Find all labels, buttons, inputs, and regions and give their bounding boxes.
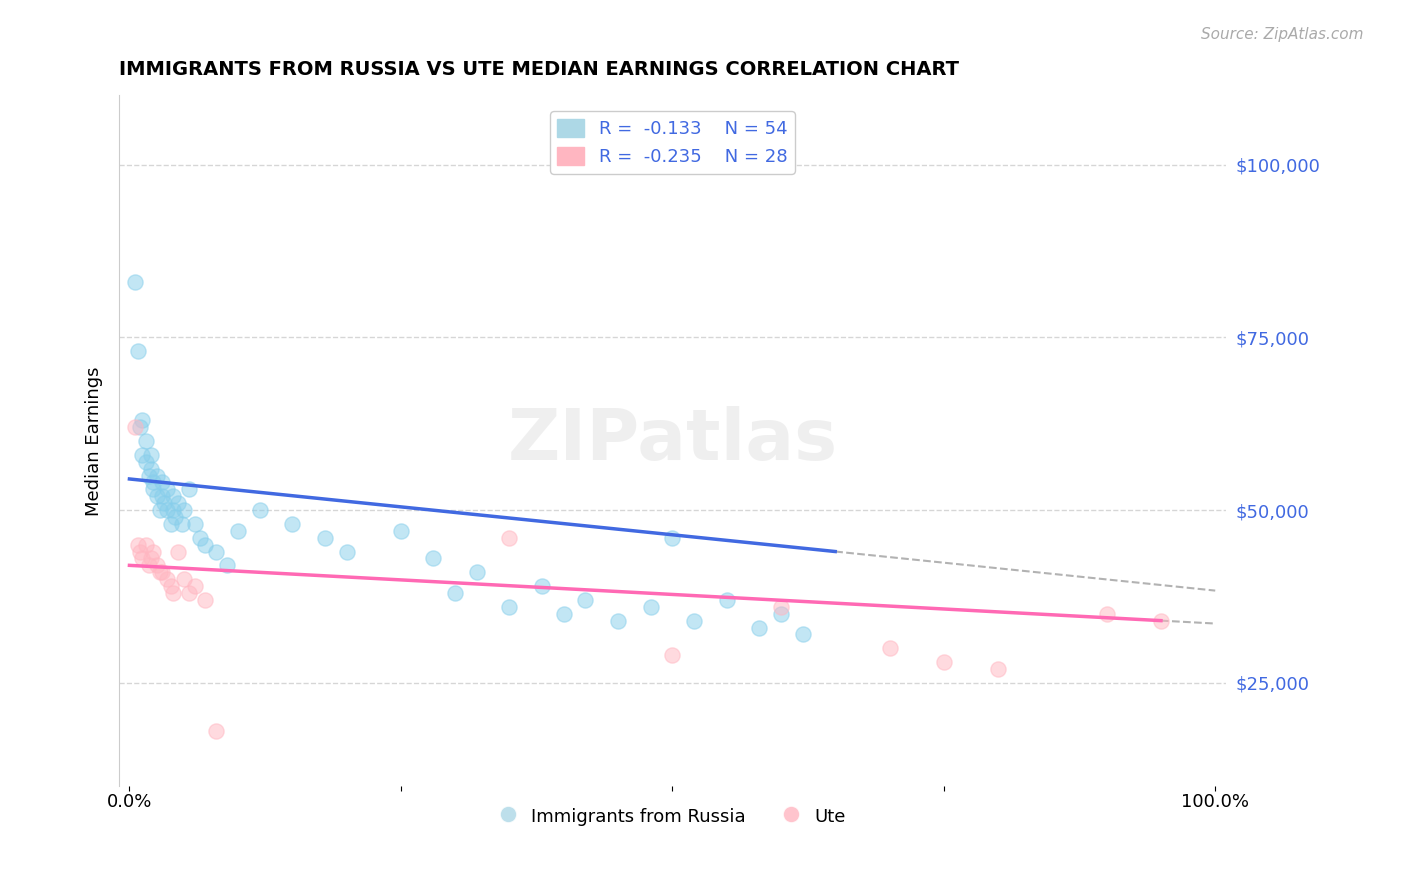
Point	[135, 455, 157, 469]
Point	[879, 641, 901, 656]
Point	[156, 503, 179, 517]
Point	[150, 566, 173, 580]
Point	[661, 648, 683, 663]
Legend: Immigrants from Russia, Ute: Immigrants from Russia, Ute	[492, 800, 853, 833]
Point	[170, 516, 193, 531]
Point	[124, 420, 146, 434]
Point	[153, 496, 176, 510]
Point	[183, 579, 205, 593]
Point	[150, 475, 173, 490]
Point	[249, 503, 271, 517]
Point	[127, 344, 149, 359]
Point	[163, 510, 186, 524]
Point	[131, 551, 153, 566]
Point	[792, 627, 814, 641]
Point	[159, 516, 181, 531]
Point	[131, 413, 153, 427]
Text: Source: ZipAtlas.com: Source: ZipAtlas.com	[1201, 27, 1364, 42]
Text: 0.0%: 0.0%	[107, 793, 152, 812]
Point	[553, 607, 575, 621]
Point	[574, 593, 596, 607]
Point	[141, 461, 163, 475]
Text: IMMIGRANTS FROM RUSSIA VS UTE MEDIAN EARNINGS CORRELATION CHART: IMMIGRANTS FROM RUSSIA VS UTE MEDIAN EAR…	[118, 60, 959, 78]
Point	[145, 558, 167, 573]
Point	[661, 531, 683, 545]
Point	[138, 468, 160, 483]
Point	[314, 531, 336, 545]
Point	[932, 655, 955, 669]
Point	[167, 544, 190, 558]
Point	[124, 275, 146, 289]
Point	[138, 558, 160, 573]
Point	[173, 572, 195, 586]
Point	[149, 566, 172, 580]
Point	[716, 593, 738, 607]
Point	[167, 496, 190, 510]
Point	[156, 572, 179, 586]
Point	[149, 503, 172, 517]
Point	[217, 558, 239, 573]
Point	[162, 489, 184, 503]
Point	[226, 524, 249, 538]
Point	[422, 551, 444, 566]
Point	[141, 448, 163, 462]
Point	[150, 489, 173, 503]
Point	[205, 544, 228, 558]
Point	[179, 586, 201, 600]
Point	[129, 420, 152, 434]
Y-axis label: Median Earnings: Median Earnings	[86, 367, 103, 516]
Text: ZIPatlas: ZIPatlas	[508, 407, 838, 475]
Point	[159, 579, 181, 593]
Point	[194, 538, 217, 552]
Point	[683, 614, 706, 628]
Point	[498, 531, 520, 545]
Point	[145, 468, 167, 483]
Point	[141, 551, 163, 566]
Point	[748, 621, 770, 635]
Point	[769, 607, 792, 621]
Text: 100.0%: 100.0%	[1181, 793, 1250, 812]
Point	[444, 586, 467, 600]
Point	[162, 586, 184, 600]
Point	[156, 483, 179, 497]
Point	[135, 434, 157, 448]
Point	[135, 538, 157, 552]
Point	[162, 503, 184, 517]
Point	[173, 503, 195, 517]
Point	[142, 483, 165, 497]
Point	[142, 475, 165, 490]
Point	[1095, 607, 1118, 621]
Point	[205, 724, 228, 739]
Point	[607, 614, 630, 628]
Point	[531, 579, 554, 593]
Point	[145, 489, 167, 503]
Point	[183, 516, 205, 531]
Point	[465, 566, 488, 580]
Point	[336, 544, 359, 558]
Point	[179, 483, 201, 497]
Point	[129, 544, 152, 558]
Point	[389, 524, 412, 538]
Point	[281, 516, 304, 531]
Point	[498, 599, 520, 614]
Point	[987, 662, 1010, 676]
Point	[769, 599, 792, 614]
Point	[1150, 614, 1173, 628]
Point	[131, 448, 153, 462]
Point	[188, 531, 211, 545]
Point	[142, 544, 165, 558]
Point	[127, 538, 149, 552]
Point	[640, 599, 662, 614]
Point	[194, 593, 217, 607]
